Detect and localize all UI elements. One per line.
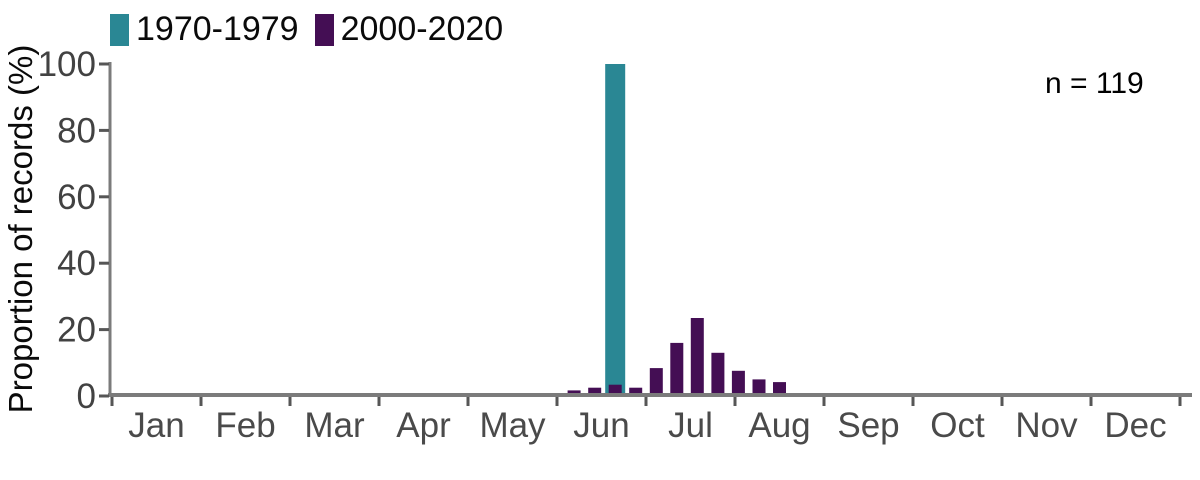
month-label: Sep	[837, 406, 899, 445]
bar-2000s	[670, 342, 684, 397]
month-label: Jul	[668, 406, 713, 445]
month-label: Aug	[748, 406, 810, 445]
month-label: Dec	[1104, 406, 1166, 445]
sample-size-annotation: n = 119	[1045, 67, 1144, 100]
bar-2000s	[690, 318, 704, 397]
legend-swatch-2000s	[314, 13, 334, 46]
month-label: Oct	[930, 406, 985, 445]
month-label: Jan	[128, 406, 184, 445]
month-label: Mar	[304, 406, 365, 445]
month-label: Nov	[1015, 406, 1078, 445]
legend: 1970-1979 2000-2020	[110, 10, 504, 48]
y-tick-label: 40	[57, 244, 96, 283]
legend-swatch-1970s	[110, 13, 129, 46]
legend-item-1970s: 1970-1979	[110, 10, 299, 48]
month-label: May	[479, 406, 546, 445]
y-tick-label: 100	[38, 45, 96, 84]
legend-item-2000s: 2000-2020	[314, 10, 504, 48]
bar-2000s	[588, 387, 602, 397]
month-label: Apr	[396, 406, 451, 445]
legend-label-2000s: 2000-2020	[340, 10, 504, 48]
y-tick-label: 0	[77, 377, 96, 416]
y-tick-label: 20	[57, 311, 96, 350]
y-tick-label: 80	[57, 111, 96, 150]
y-tick-label: 60	[57, 178, 96, 217]
month-label: Feb	[215, 406, 275, 445]
bar-2000s	[649, 368, 663, 397]
month-label: Jun	[573, 406, 629, 445]
bar-2000s	[711, 352, 725, 397]
legend-label-1970s: 1970-1979	[136, 10, 299, 48]
bar-2000s	[629, 387, 643, 397]
bar-2000s	[752, 379, 766, 397]
bar-2000s	[731, 370, 745, 397]
bar-1970s	[605, 64, 626, 397]
